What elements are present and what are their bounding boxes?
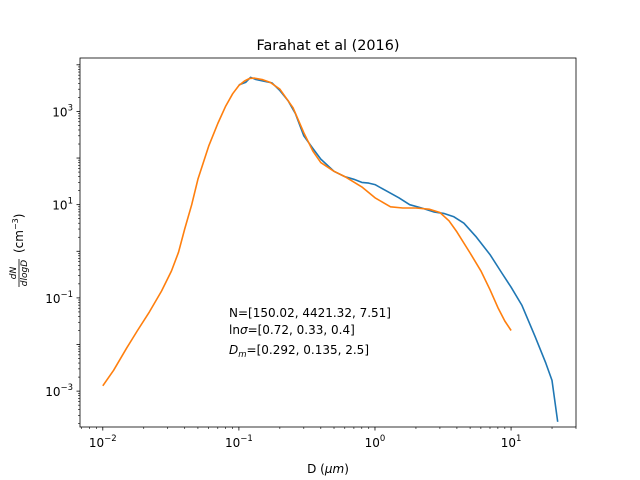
y-axis-ticks: 10−3 10−1 101 103 bbox=[45, 64, 80, 425]
y-tick-label: 101 bbox=[52, 197, 73, 213]
y-tick-label: 10−3 bbox=[45, 383, 73, 399]
y-axis-label-denominator: dlogD bbox=[20, 260, 30, 286]
annotation-dm: Dm=[0.292, 0.135, 2.5] bbox=[229, 343, 369, 360]
x-tick-label: 101 bbox=[501, 434, 522, 450]
x-axis-label: D (μm) bbox=[307, 462, 349, 476]
fit-parameters-annotation: N=[150.02, 4421.32, 7.51] lnσ=[0.72, 0.3… bbox=[229, 306, 391, 360]
x-tick-label: 10−2 bbox=[89, 434, 117, 450]
y-axis-label-unit: (cm−3) bbox=[11, 214, 26, 253]
series-line-fit bbox=[102, 77, 512, 387]
y-axis-label: dN dlogD (cm−3) bbox=[9, 214, 30, 287]
series-layer bbox=[102, 76, 559, 422]
y-axis-label-numerator: dN bbox=[9, 267, 19, 280]
x-tick-label: 100 bbox=[365, 434, 386, 450]
annotation-sigma: lnσ=[0.72, 0.33, 0.4] bbox=[229, 323, 355, 337]
plot-frame bbox=[79, 57, 577, 428]
chart-title: Farahat et al (2016) bbox=[257, 38, 400, 54]
y-tick-label: 10−1 bbox=[45, 290, 73, 306]
x-tick-label: 10−1 bbox=[225, 434, 253, 450]
x-axis-ticks: 10−2 10−1 100 101 bbox=[81, 427, 577, 450]
annotation-n: N=[150.02, 4421.32, 7.51] bbox=[229, 306, 391, 320]
y-tick-label: 103 bbox=[52, 103, 73, 119]
